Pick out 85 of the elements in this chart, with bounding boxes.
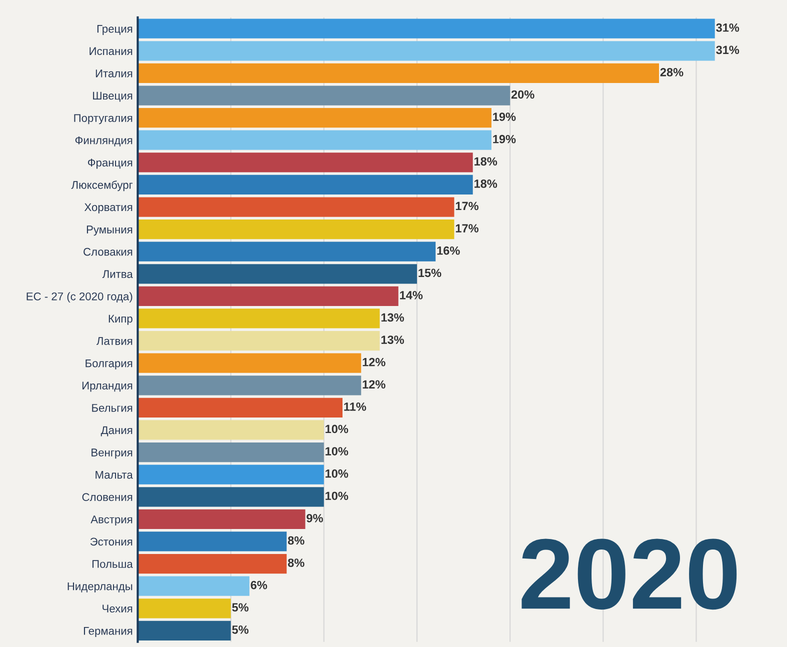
- data-label: 17%: [456, 202, 478, 210]
- data-label: 19%: [493, 112, 516, 121]
- bar: [138, 264, 417, 284]
- bar: [138, 442, 324, 462]
- y-tick-label: Италия: [96, 70, 132, 78]
- y-tick-label: Люксембург: [71, 180, 133, 192]
- data-label: 8%: [288, 558, 304, 567]
- y-tick-label: Германия: [84, 627, 132, 638]
- data-label: 19%: [493, 134, 516, 144]
- y-tick-label: Польша: [92, 560, 133, 568]
- y-tick-label: Португалия: [74, 114, 132, 124]
- bar: [138, 464, 324, 484]
- bar: [138, 108, 492, 128]
- y-tick-label: Бельгия: [92, 404, 132, 412]
- data-label: 9%: [306, 514, 323, 522]
- y-tick-label: Швеция: [93, 92, 132, 102]
- data-label: 17%: [456, 224, 478, 232]
- y-tick-label: Словакия: [84, 248, 132, 256]
- bar: [138, 376, 362, 396]
- bar: [138, 219, 454, 240]
- bar: [138, 242, 436, 262]
- data-label: 18%: [474, 180, 498, 188]
- y-tick-label: Австрия: [90, 516, 132, 526]
- bar: [138, 152, 473, 172]
- bar: [138, 509, 306, 529]
- y-tick-label: Чехия: [102, 604, 132, 613]
- bar: [138, 398, 343, 418]
- y-tick-label: Мальта: [96, 470, 133, 479]
- bar: [138, 86, 510, 106]
- data-label: 13%: [381, 336, 404, 344]
- data-label: 28%: [660, 68, 684, 76]
- bar: [138, 554, 287, 574]
- data-label: 6%: [250, 580, 268, 590]
- data-label: 15%: [418, 268, 442, 278]
- bar: [138, 197, 454, 217]
- y-tick-label: Латвия: [96, 337, 132, 345]
- bar: [138, 420, 324, 440]
- data-label: 10%: [326, 469, 348, 478]
- data-label: 16%: [437, 246, 460, 255]
- annotation: 2020: [522, 538, 737, 610]
- y-tick-label: Финляндия: [75, 136, 132, 146]
- y-tick-label: Болгария: [86, 359, 132, 370]
- y-tick-label: Хорватия: [84, 203, 132, 214]
- data-label: 10%: [326, 447, 348, 456]
- bar: [138, 598, 231, 618]
- data-label: 31%: [716, 23, 740, 32]
- y-tick-label: ЕС - 27 (с 2020 года): [26, 292, 132, 303]
- data-label: 8%: [288, 536, 304, 545]
- data-label: 18%: [474, 157, 498, 166]
- bar: [138, 174, 473, 195]
- y-tick-label: Венгрия: [92, 448, 132, 459]
- data-label: 14%: [400, 291, 423, 300]
- bar: [138, 620, 231, 640]
- data-label: 12%: [362, 380, 386, 389]
- data-label: 20%: [511, 90, 534, 99]
- y-tick-label: Эстония: [90, 538, 132, 546]
- y-tick-label: Нидерланды: [68, 582, 132, 592]
- data-label: 31%: [716, 46, 740, 54]
- bar: [138, 353, 362, 373]
- y-tick-label: Франция: [88, 158, 132, 169]
- data-label: 12%: [362, 358, 386, 366]
- bar: [138, 18, 715, 38]
- data-label: 10%: [326, 424, 348, 434]
- y-tick-label: Ирландия: [82, 382, 132, 392]
- y-tick-label: Испания: [90, 47, 132, 56]
- bar: [138, 63, 660, 84]
- y-tick-label: Дания: [100, 426, 132, 436]
- bar: [138, 308, 380, 328]
- data-label: 5%: [232, 626, 248, 634]
- bar: [138, 330, 380, 351]
- y-tick-label: Греция: [97, 24, 132, 35]
- bar: [138, 286, 398, 306]
- bar: [138, 532, 287, 552]
- data-label: 10%: [326, 492, 348, 500]
- bar: [138, 576, 250, 596]
- bar: [138, 130, 492, 150]
- data-label: 11%: [344, 402, 366, 411]
- data-label: 5%: [232, 603, 248, 612]
- bar: [138, 487, 324, 507]
- y-tick-label: Литва: [102, 270, 133, 278]
- bar: [138, 41, 715, 61]
- y-tick-label: Румыния: [86, 226, 132, 236]
- y-tick-label: Словения: [82, 493, 132, 502]
- y-tick-label: Кипр: [108, 314, 132, 325]
- data-label: 13%: [381, 313, 404, 322]
